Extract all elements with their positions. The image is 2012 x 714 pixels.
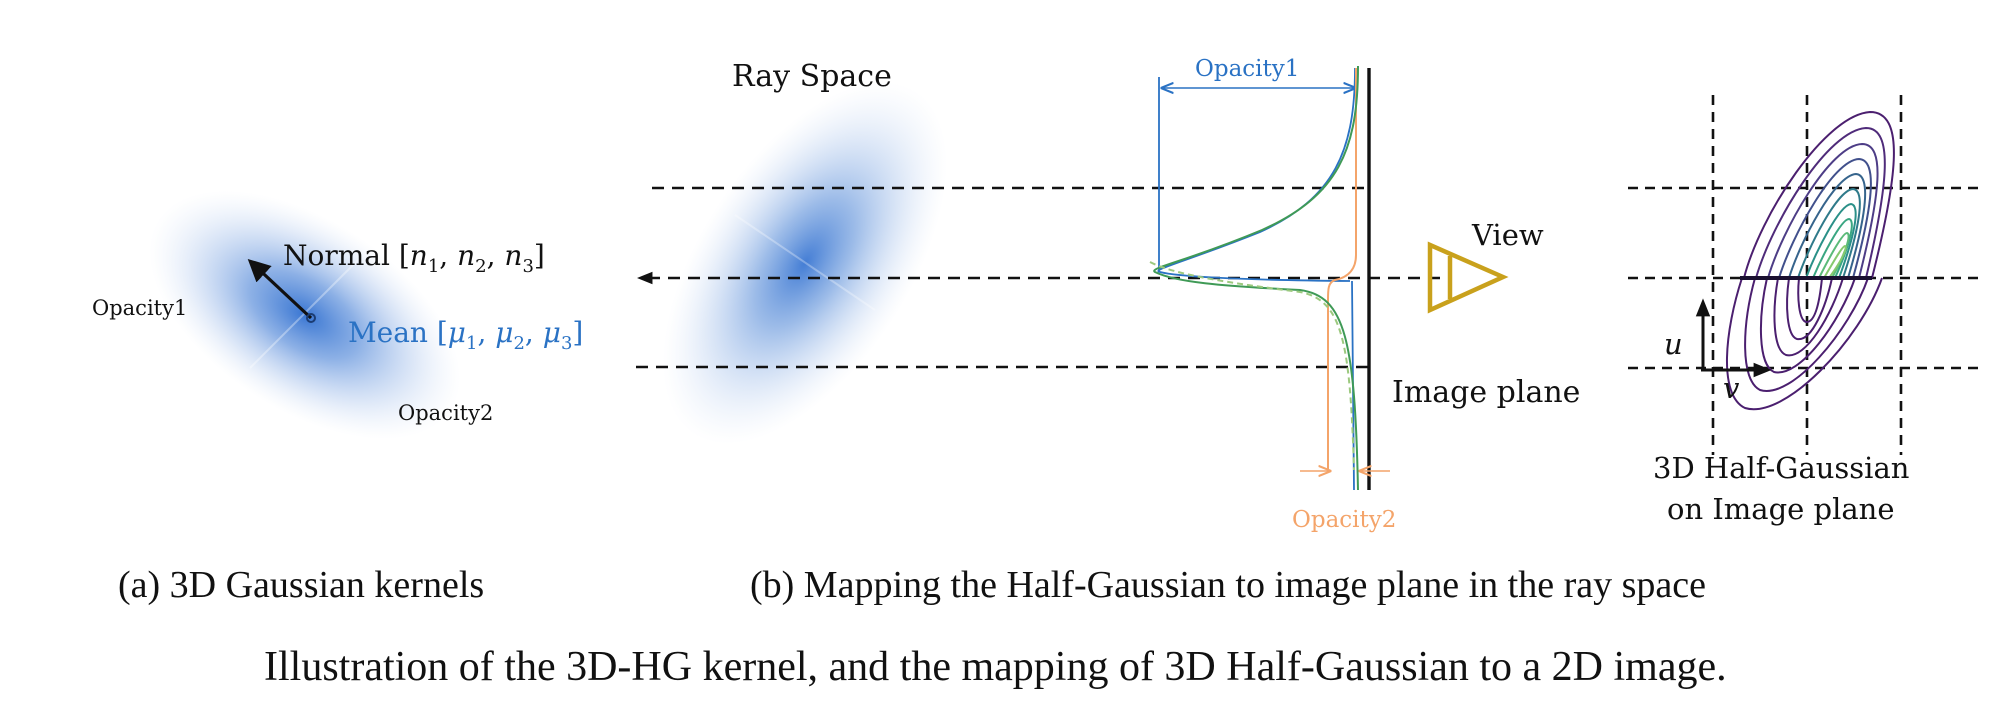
- caption-a: (a) 3D Gaussian kernels: [118, 564, 484, 606]
- camera-icon: [1427, 241, 1509, 314]
- lower-contours: [1725, 277, 1883, 411]
- ray-blob-split-line: [734, 214, 876, 311]
- view-label: View: [1471, 218, 1544, 252]
- panel-b: Ray Space Opacity1 Opacity2 View Image p…: [636, 56, 1706, 606]
- u-axis-label: u: [1664, 327, 1683, 361]
- opacity1-label-b: Opacity1: [1195, 56, 1299, 82]
- green-gaussian-curve: [1153, 65, 1359, 491]
- opacity2-label-a: Opacity2: [398, 401, 493, 425]
- v-axis-label: v: [1723, 371, 1740, 405]
- orange-half-gaussian-curve: [1327, 68, 1357, 470]
- mean-point: [306, 313, 316, 323]
- ray-space-gaussian-blob: [662, 81, 948, 445]
- normal-label: Normal [n1, n2, n3]: [283, 239, 545, 277]
- opacity1-label-a: Opacity1: [92, 296, 187, 320]
- panel-c-label-line2: on Image plane: [1667, 492, 1895, 526]
- panel-c-label-line1: 3D Half-Gaussian: [1653, 451, 1909, 485]
- panel-a: Normal [n1, n2, n3] Mean [μ1, μ2, μ3] Op…: [92, 190, 583, 606]
- green-dashed-curve: [1149, 261, 1355, 471]
- mean-label: Mean [μ1, μ2, μ3]: [348, 316, 583, 354]
- opacity2-label-b: Opacity2: [1292, 507, 1396, 533]
- figure-caption: Illustration of the 3D-HG kernel, and th…: [264, 644, 1727, 690]
- panel-c: u v 3D Half-Gaussian on Image plane: [1628, 95, 1980, 526]
- blue-half-gaussian-curve: [1157, 67, 1356, 491]
- image-plane-label: Image plane: [1392, 375, 1580, 410]
- caption-b: (b) Mapping the Half-Gaussian to image p…: [750, 564, 1706, 606]
- normal-arrow: [247, 258, 313, 320]
- upper-contours: [1743, 110, 1895, 279]
- gaussian-kernel-blob: [149, 190, 461, 440]
